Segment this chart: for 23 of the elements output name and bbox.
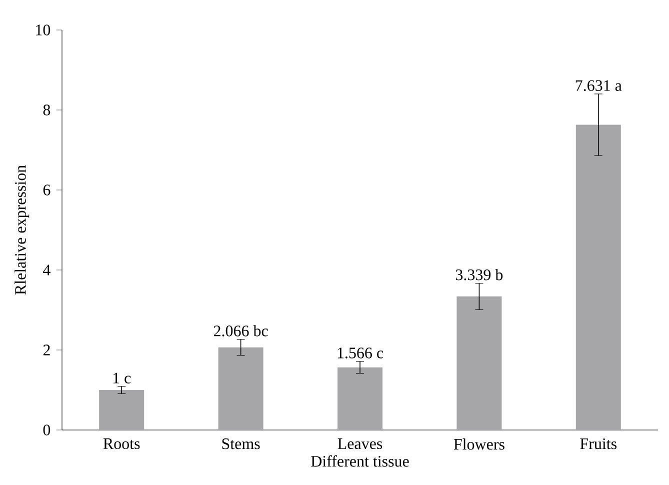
bar [99, 390, 144, 430]
y-tick-label: 4 [43, 264, 50, 276]
bar [456, 296, 502, 430]
x-tick-label: Flowers [454, 438, 504, 450]
y-tick-label: 10 [36, 24, 50, 36]
data-label: 1 c [113, 372, 131, 384]
x-tick-label: Leaves [338, 438, 382, 450]
x-tick-label: Stems [222, 438, 260, 450]
y-tick-label: 2 [43, 344, 50, 356]
y-tick-label: 8 [43, 104, 50, 116]
data-label: 2.066 bc [214, 325, 268, 336]
x-axis-title: Different tissue [311, 455, 409, 467]
y-tick-label: 6 [43, 184, 50, 196]
x-tick-label: Fruits [580, 438, 616, 450]
y-tick-label: 0 [43, 424, 50, 436]
data-label: 7.631 a [576, 80, 622, 92]
x-tick-label: Roots [103, 438, 140, 450]
data-label: 3.339 b [456, 268, 503, 280]
bar [218, 347, 264, 430]
bar [337, 367, 382, 430]
data-label: 1.566 c [338, 348, 384, 358]
bar [576, 124, 621, 430]
y-axis-title: Rlelative expression [14, 165, 30, 295]
